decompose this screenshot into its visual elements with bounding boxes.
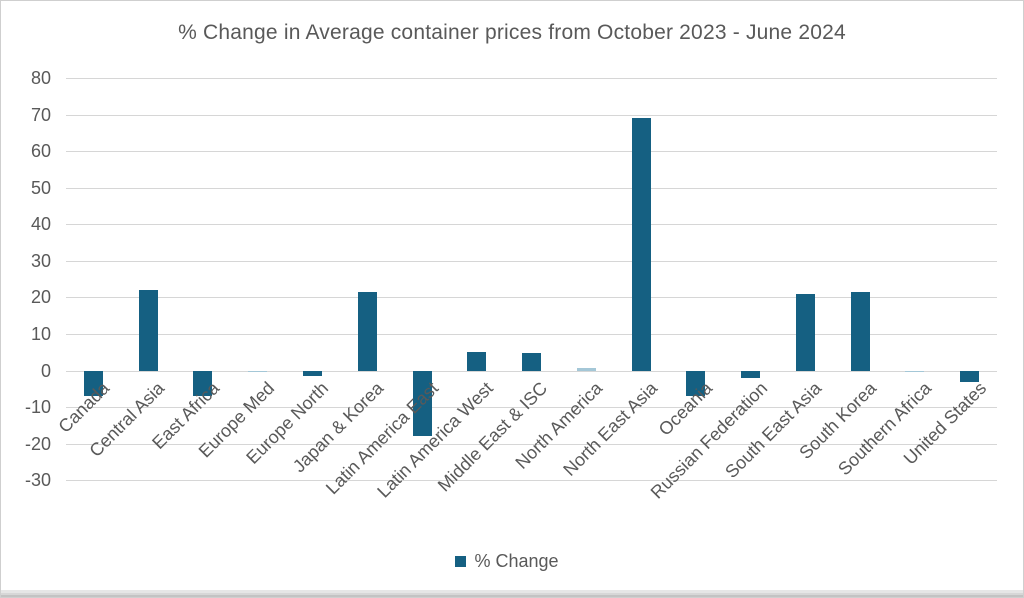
bar-japan-korea (357, 292, 377, 371)
gridline (66, 407, 997, 409)
bar-middle-east-isc (522, 353, 541, 371)
bar-central-asia (138, 290, 158, 371)
bar-oceania (686, 370, 706, 397)
window-bottom-edge (1, 590, 1023, 597)
gridline (66, 334, 997, 335)
bar-southern-africa (905, 370, 925, 372)
y-axis-tick-label: 10 (30, 324, 51, 344)
bar-latin-america-west (467, 352, 487, 371)
gridline (66, 443, 997, 445)
bar-south-korea (850, 292, 870, 371)
x-axis-zero-line (66, 370, 997, 372)
y-axis-tick-label: 30 (30, 250, 51, 271)
y-axis-tick-label: -30 (24, 470, 51, 491)
bar-north-east-asia (631, 118, 651, 371)
y-axis-tick-label: 0 (40, 360, 51, 381)
bar-russian-federation (741, 370, 761, 378)
chart-title: % Change in Average container prices fro… (178, 21, 846, 44)
gridline (66, 260, 997, 262)
bar-latin-america-east (412, 370, 432, 437)
y-axis-tick-label: -20 (24, 433, 51, 454)
legend: % Change (1, 551, 1013, 572)
gridline (66, 224, 997, 226)
bar-south-east-asia (795, 293, 815, 371)
bar-europe-med (248, 370, 268, 373)
x-axis-label-north-east-asia: North East Asia (559, 378, 662, 480)
y-axis-tick-label: 20 (30, 287, 51, 308)
bar-north-america (576, 368, 596, 371)
bar-united-states (960, 370, 980, 382)
gridline (66, 187, 997, 189)
legend-swatch-icon (455, 556, 467, 567)
gridline (66, 297, 997, 299)
bar-canada (83, 370, 103, 397)
bar-east-africa (193, 370, 213, 397)
y-axis-tick-label: 50 (30, 177, 51, 198)
gridline (66, 114, 997, 116)
y-axis-tick-label: 70 (30, 104, 51, 125)
y-axis-tick-label: 40 (30, 214, 51, 235)
y-axis-tick-label: 80 (30, 68, 51, 88)
y-axis-tick-label: 60 (30, 141, 51, 162)
gridline (66, 151, 997, 153)
legend-label: % Change (474, 551, 559, 571)
x-axis-label-south-east-asia: South East Asia (721, 378, 826, 483)
gridline (66, 480, 997, 482)
bar-europe-north (302, 370, 322, 377)
y-axis-tick-label: -10 (24, 397, 51, 418)
gridline (66, 78, 997, 79)
